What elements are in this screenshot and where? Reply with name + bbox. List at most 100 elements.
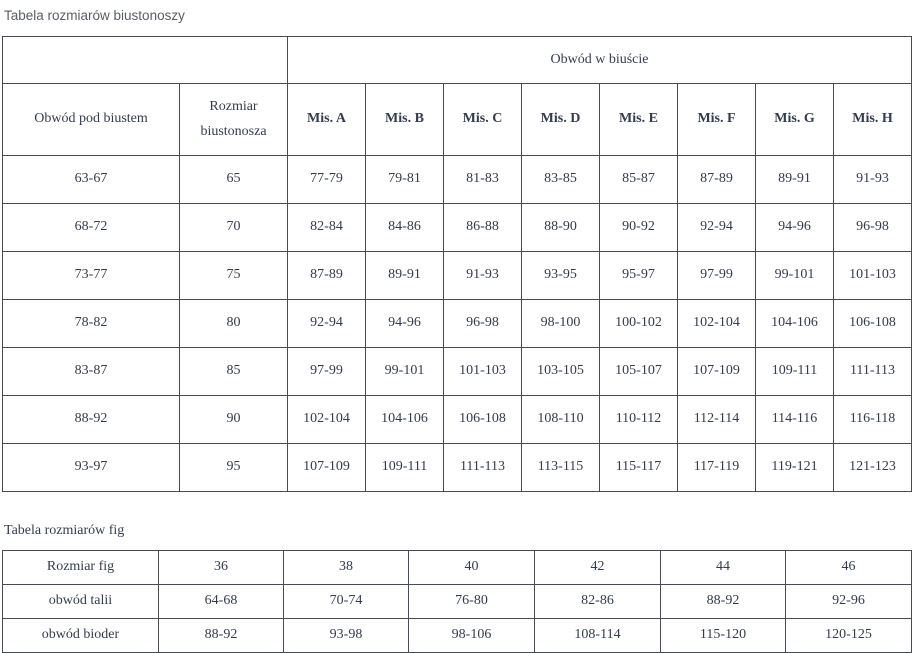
table-cell: 64-68: [158, 584, 284, 619]
table-cell: 91-93: [443, 251, 522, 300]
table-cell: 111-113: [833, 347, 912, 396]
table-cell: 92-96: [785, 584, 912, 619]
table-cell: 82-84: [287, 203, 366, 252]
table-cell: 73-77: [2, 251, 180, 300]
table-cell: 109-111: [365, 443, 444, 492]
table-cell: 97-99: [287, 347, 366, 396]
table-cell: 79-81: [365, 155, 444, 204]
table-cell: 90-92: [599, 203, 678, 252]
table-row: 83-87 85 97-99 99-101 101-103 103-105 10…: [2, 347, 912, 396]
table-cell: 98-100: [521, 299, 600, 348]
table-cell: 88-90: [521, 203, 600, 252]
table-cell: 120-125: [785, 618, 912, 653]
table-cell: 89-91: [365, 251, 444, 300]
table-cell: 99-101: [365, 347, 444, 396]
table-cell: 104-106: [755, 299, 834, 348]
table-cell: 70-74: [283, 584, 409, 619]
table-cell: 92-94: [677, 203, 756, 252]
table-cell: 38: [283, 550, 409, 585]
table-cell: 98-106: [408, 618, 535, 653]
table-cell: 63-67: [2, 155, 180, 204]
table-cell: 109-111: [755, 347, 834, 396]
corner-cell: [2, 36, 288, 84]
table-cell: 94-96: [365, 299, 444, 348]
table-cell: 95-97: [599, 251, 678, 300]
bra-header-group-row: Obwód w biuście: [2, 36, 912, 84]
bust-group-header: Obwód w biuście: [287, 36, 912, 84]
table-cell: 115-120: [660, 618, 786, 653]
table-cell: 88-92: [2, 395, 180, 444]
table-cell: 89-91: [755, 155, 834, 204]
table-cell: 42: [534, 550, 661, 585]
table-cell: 111-113: [443, 443, 522, 492]
table-cell: 96-98: [443, 299, 522, 348]
table-cell: 103-105: [521, 347, 600, 396]
table-cell: 119-121: [755, 443, 834, 492]
table-cell: 117-119: [677, 443, 756, 492]
panty-size-table: Rozmiar fig 36 38 40 42 44 46 obwód tali…: [2, 550, 912, 653]
table-cell: 97-99: [677, 251, 756, 300]
table-cell: 40: [408, 550, 535, 585]
table-cell: 114-116: [755, 395, 834, 444]
table-cell: 92-94: [287, 299, 366, 348]
table-cell: 107-109: [677, 347, 756, 396]
table-cell: 90: [179, 395, 288, 444]
table-cell: 76-80: [408, 584, 535, 619]
table-cell: 101-103: [833, 251, 912, 300]
cup-header-d: Mis. D: [521, 83, 600, 156]
table-cell: 116-118: [833, 395, 912, 444]
table-cell: 106-108: [443, 395, 522, 444]
cup-header-c: Mis. C: [443, 83, 522, 156]
table-row: 78-82 80 92-94 94-96 96-98 98-100 100-10…: [2, 299, 912, 348]
table-cell: 99-101: [755, 251, 834, 300]
table-cell: 83-85: [521, 155, 600, 204]
waist-row-header: obwód talii: [2, 584, 159, 619]
cup-header-h: Mis. H: [833, 83, 912, 156]
table-cell: 77-79: [287, 155, 366, 204]
table-cell: 93-98: [283, 618, 409, 653]
table-cell: 113-115: [521, 443, 600, 492]
bra-header-cols-row: Obwód pod biustem Rozmiar biustonosza Mi…: [2, 83, 912, 156]
table-cell: 102-104: [677, 299, 756, 348]
table-cell: 101-103: [443, 347, 522, 396]
table-cell: 104-106: [365, 395, 444, 444]
table-cell: 102-104: [287, 395, 366, 444]
table-cell: 78-82: [2, 299, 180, 348]
bra-table-title: Tabela rozmiarów biustonoszy: [4, 8, 185, 23]
table-cell: 88-92: [660, 584, 786, 619]
table-row: 63-67 65 77-79 79-81 81-83 83-85 85-87 8…: [2, 155, 912, 204]
table-cell: 86-88: [443, 203, 522, 252]
table-cell: 70: [179, 203, 288, 252]
table-cell: 87-89: [287, 251, 366, 300]
table-cell: 85-87: [599, 155, 678, 204]
fig-table-title: Tabela rozmiarów fig: [4, 523, 125, 538]
fig-size-row-header: Rozmiar fig: [2, 550, 159, 585]
table-cell: 121-123: [833, 443, 912, 492]
table-row: 88-92 90 102-104 104-106 106-108 108-110…: [2, 395, 912, 444]
table-cell: 88-92: [158, 618, 284, 653]
table-cell: 91-93: [833, 155, 912, 204]
table-cell: 100-102: [599, 299, 678, 348]
table-row: 68-72 70 82-84 84-86 86-88 88-90 90-92 9…: [2, 203, 912, 252]
bra-size-table: Obwód w biuście Obwód pod biustem Rozmia…: [2, 36, 912, 492]
table-cell: 36: [158, 550, 284, 585]
table-row: obwód talii 64-68 70-74 76-80 82-86 88-9…: [2, 584, 912, 619]
table-cell: 105-107: [599, 347, 678, 396]
table-cell: 115-117: [599, 443, 678, 492]
table-cell: 83-87: [2, 347, 180, 396]
cup-header-b: Mis. B: [365, 83, 444, 156]
table-cell: 65: [179, 155, 288, 204]
table-cell: 68-72: [2, 203, 180, 252]
table-cell: 75: [179, 251, 288, 300]
bra-size-header: Rozmiar biustonosza: [179, 83, 288, 156]
table-cell: 108-114: [534, 618, 661, 653]
cup-header-e: Mis. E: [599, 83, 678, 156]
underbust-header: Obwód pod biustem: [2, 83, 180, 156]
table-cell: 108-110: [521, 395, 600, 444]
table-cell: 44: [660, 550, 786, 585]
table-cell: 112-114: [677, 395, 756, 444]
table-cell: 95: [179, 443, 288, 492]
table-cell: 81-83: [443, 155, 522, 204]
table-cell: 110-112: [599, 395, 678, 444]
